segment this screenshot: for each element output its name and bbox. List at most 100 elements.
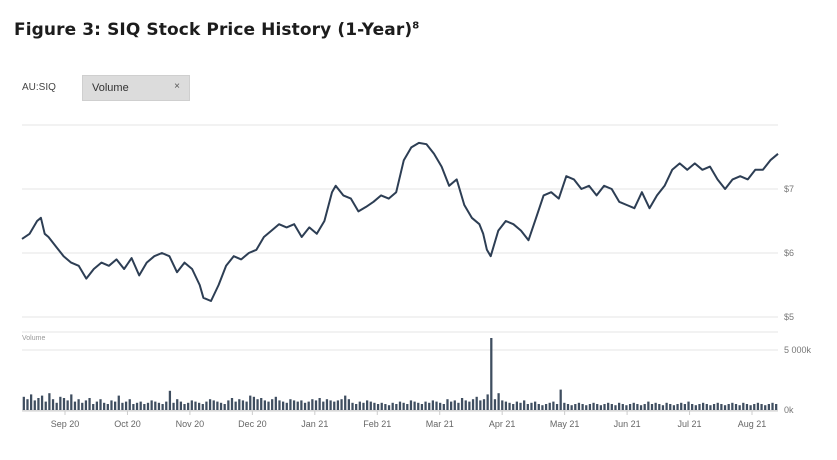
volume-bar <box>187 402 190 410</box>
volume-bar <box>760 404 763 410</box>
volume-indicator-chip[interactable]: Volume × <box>82 75 190 101</box>
volume-bar <box>548 402 551 410</box>
volume-bar <box>110 400 113 410</box>
volume-bar <box>497 393 500 410</box>
volume-bar <box>745 404 749 410</box>
volume-ytick-label: 5 000k <box>784 345 812 355</box>
volume-bar <box>534 401 537 410</box>
price-ytick-label: $6 <box>784 248 794 258</box>
volume-bar <box>618 402 621 410</box>
volume-bar <box>742 402 745 410</box>
volume-bar <box>680 402 683 410</box>
figure-title: Figure 3: SIQ Stock Price History (1-Yea… <box>14 20 419 40</box>
volume-bar <box>278 400 281 410</box>
volume-bar <box>661 405 665 410</box>
volume-bar <box>471 399 475 410</box>
volume-bar <box>526 404 529 410</box>
volume-bar <box>88 398 91 410</box>
volume-bar <box>176 399 179 410</box>
volume-bar <box>749 405 752 410</box>
volume-bar <box>376 404 380 410</box>
volume-bar <box>132 404 135 410</box>
volume-bar <box>621 404 624 410</box>
volume-bar <box>70 394 73 410</box>
volume-bar <box>720 404 723 410</box>
volume-bar <box>764 405 767 410</box>
volume-bar <box>114 401 117 410</box>
volume-bar <box>322 401 325 410</box>
volume-bar <box>143 404 146 410</box>
figure-footnote: 8 <box>412 20 420 32</box>
volume-bar <box>26 399 29 410</box>
volume-bar <box>252 396 256 410</box>
volume-bar <box>139 401 142 410</box>
volume-bar <box>424 401 427 410</box>
volume-bar <box>245 401 248 410</box>
volume-bar <box>103 402 106 410</box>
volume-bar <box>460 398 464 410</box>
volume-bar <box>705 404 708 410</box>
volume-bar <box>62 398 66 410</box>
volume-bar <box>92 404 95 410</box>
volume-bar <box>709 405 712 410</box>
volume-bar <box>333 401 336 410</box>
volume-bar <box>694 405 697 410</box>
volume-bar <box>271 399 274 410</box>
volume-bar <box>223 404 226 410</box>
volume-bar <box>523 400 526 410</box>
volume-bar <box>351 402 354 410</box>
volume-bar <box>37 398 40 410</box>
volume-bar <box>73 401 77 410</box>
volume-bar <box>409 400 413 410</box>
volume-bar <box>99 399 102 410</box>
volume-ytick-label: 0k <box>784 405 794 415</box>
volume-bar <box>625 405 628 410</box>
volume-bar <box>628 404 632 410</box>
volume-bar <box>77 399 80 410</box>
volume-bar <box>387 405 391 410</box>
volume-bar <box>577 402 581 410</box>
volume-bar <box>435 401 438 410</box>
x-tick-label: Dec 20 <box>238 419 267 429</box>
volume-bar <box>329 400 332 410</box>
volume-bar <box>650 404 654 410</box>
volume-bar <box>289 399 292 410</box>
volume-bar <box>230 398 234 410</box>
price-ytick-label: $5 <box>784 312 794 322</box>
volume-bar <box>219 402 223 410</box>
volume-bar <box>530 402 533 410</box>
volume-bar <box>643 404 646 410</box>
volume-bar <box>128 399 131 410</box>
volume-bar <box>683 404 686 410</box>
volume-bar <box>121 402 124 410</box>
volume-bar <box>340 399 343 410</box>
volume-bar <box>712 404 716 410</box>
volume-bar <box>198 402 201 410</box>
close-icon[interactable]: × <box>174 81 180 92</box>
volume-bar <box>647 401 650 410</box>
volume-bar <box>208 399 212 410</box>
volume-bar <box>406 404 409 410</box>
volume-bar <box>767 404 770 410</box>
volume-bar <box>292 400 296 410</box>
volume-bar <box>687 401 690 410</box>
volume-bar <box>307 401 310 410</box>
volume-bar <box>241 400 245 410</box>
volume-bar <box>66 400 69 410</box>
volume-bar <box>260 398 263 410</box>
volume-bar <box>366 400 369 410</box>
volume-bar <box>596 404 599 410</box>
volume-bar <box>150 400 153 410</box>
volume-bar <box>362 402 365 410</box>
volume-bar <box>563 402 566 410</box>
volume-bar <box>59 396 62 410</box>
volume-bar <box>413 401 416 410</box>
volume-bar <box>555 404 559 410</box>
volume-bar <box>486 394 489 410</box>
volume-bar <box>442 404 445 410</box>
volume-bar <box>355 404 358 410</box>
volume-bar <box>314 400 318 410</box>
volume-bar <box>439 402 442 410</box>
volume-bar <box>172 402 175 410</box>
volume-bar <box>325 399 329 410</box>
